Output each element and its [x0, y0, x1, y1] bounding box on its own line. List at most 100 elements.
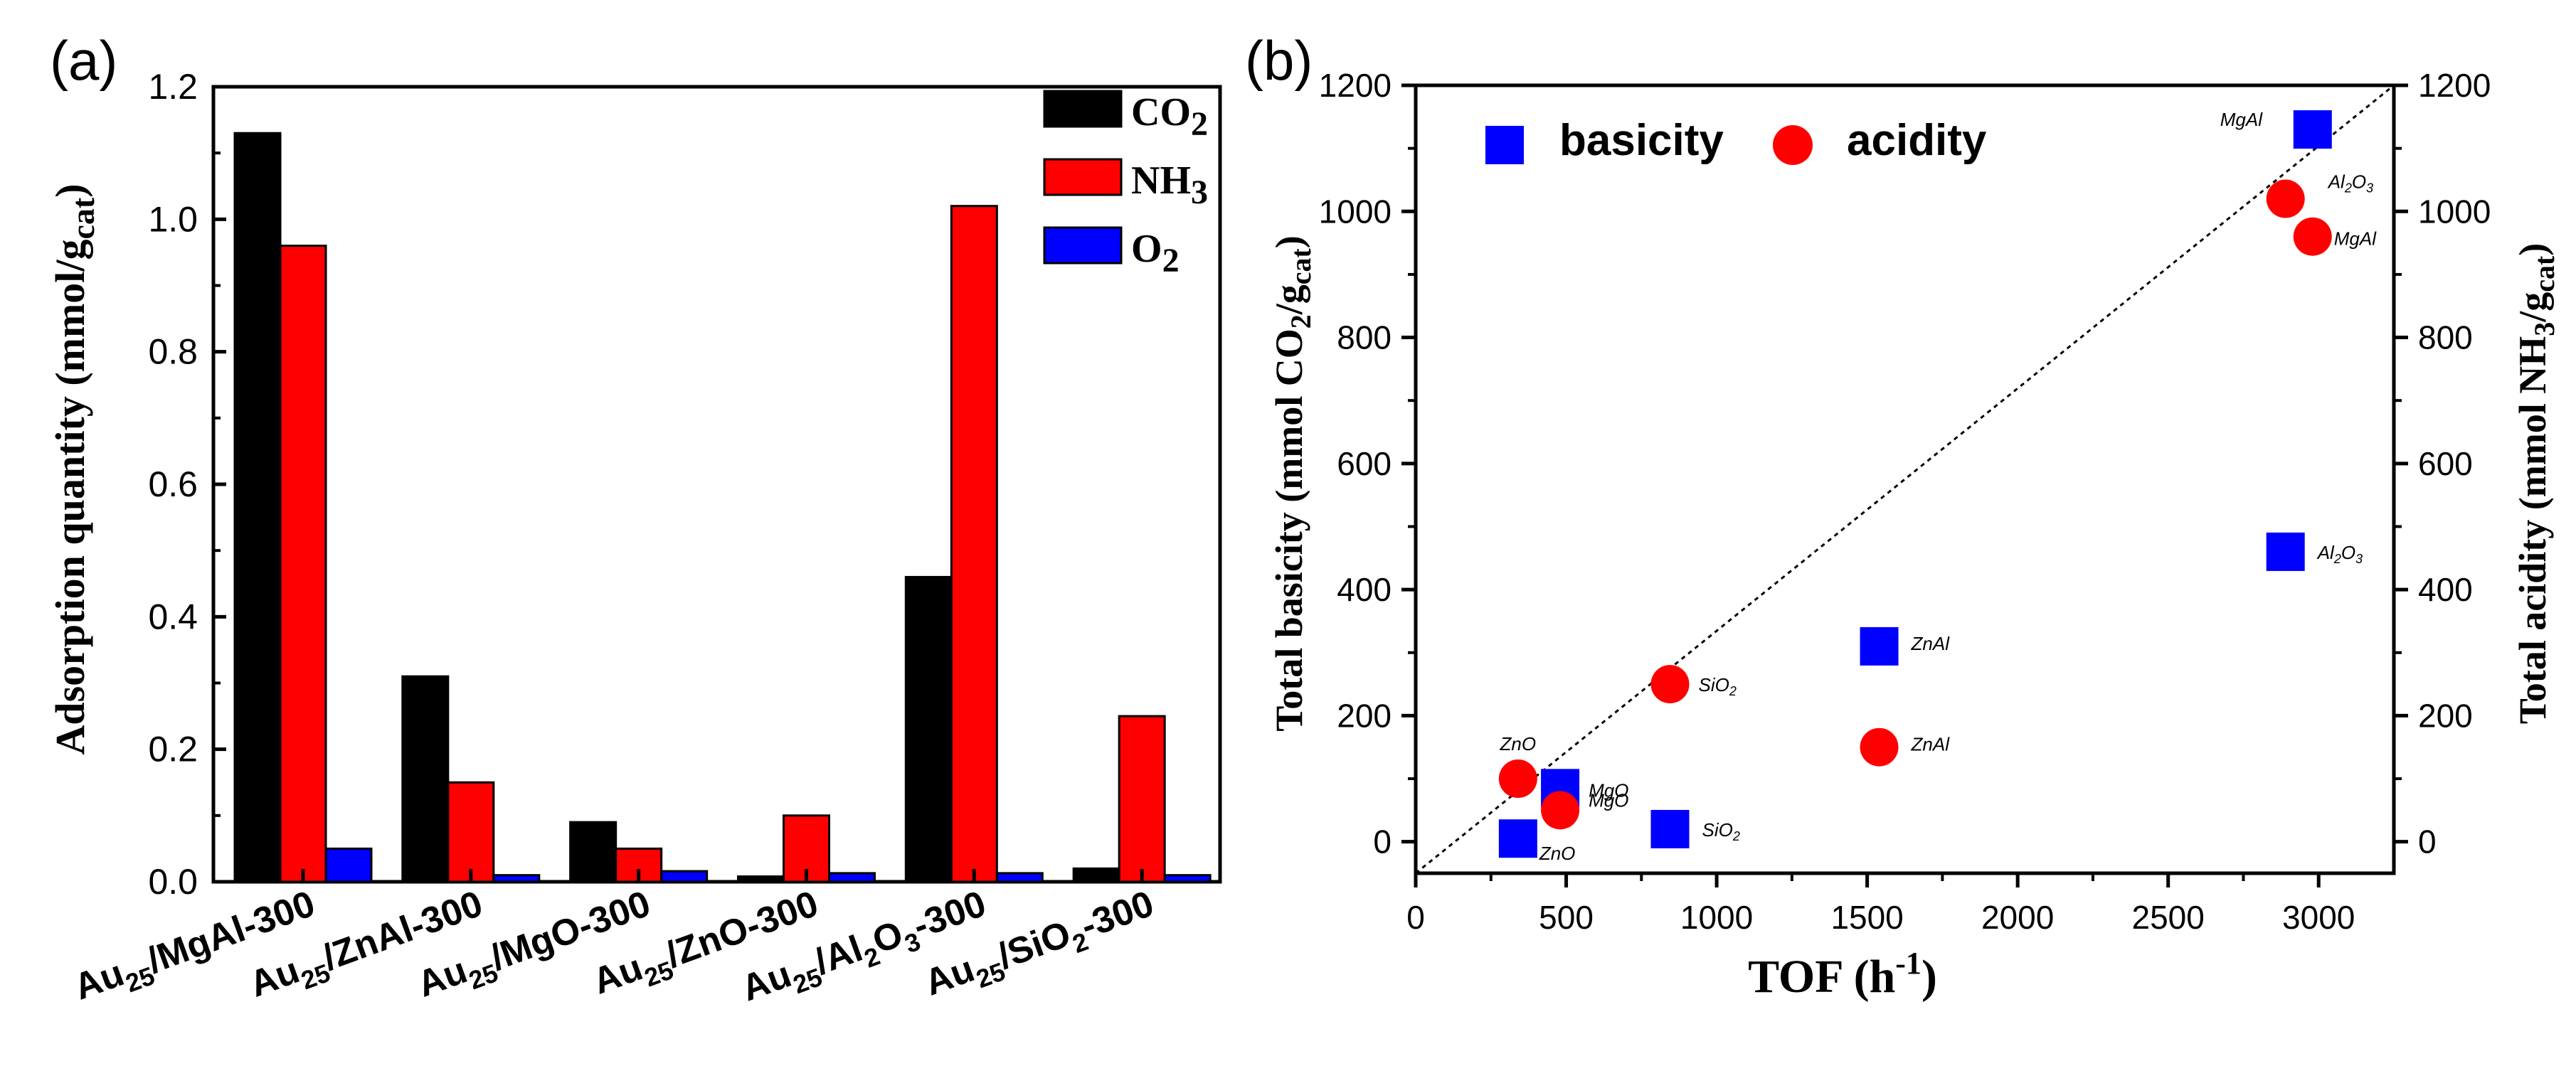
x-tick-label: 2000: [1981, 899, 2054, 936]
point-label-sub: 2: [1729, 684, 1737, 698]
acidity-point-MgAl: [2293, 217, 2332, 256]
bar-O2-1: [324, 847, 373, 883]
basicity-point-MgO-label: MgO: [1589, 779, 1628, 801]
basicity-point-Al2O3-label: Al2O3: [2316, 542, 2363, 566]
bar-CO2-2: [401, 675, 450, 883]
basicity-point-ZnAl-label: ZnAl: [1911, 633, 1951, 654]
bar-O2-3: [660, 870, 709, 883]
y-tick-label: 1.0: [148, 199, 198, 239]
y-left-tick-label: 800: [1337, 319, 1392, 356]
y-right-tick-label: 1000: [2418, 193, 2491, 230]
y-right-tick-label: 400: [2418, 571, 2473, 608]
point-label-part: Al: [2327, 171, 2346, 193]
y-right-tick-label: 1200: [2418, 67, 2491, 104]
panel-a-category-labels: Au25/MgAl-300Au25/ZnAl-300Au25/MgO-300Au…: [69, 883, 1160, 1010]
legend-label-main: CO: [1131, 90, 1191, 134]
category-label-part: -300: [1076, 883, 1160, 947]
panel-b-axes: 0 500 1000 1500 2000 2500 3000 0 0 200 200 400 400 60…: [1319, 67, 2491, 936]
bar-O2-6: [1163, 874, 1212, 883]
point-label-sub: 2: [2333, 552, 2341, 566]
category-label-part: Au: [244, 950, 304, 1006]
y-right-tick-label: 600: [2418, 445, 2473, 482]
acidity-point-MgO-label: MgO: [1589, 789, 1628, 811]
panel-b-scatter-chart: (b) 0 500 1000 1500 2000 2500 3000 0 0 200 200 400 4…: [1245, 29, 2560, 1003]
x-tick-label: 500: [1539, 899, 1594, 936]
category-label-part: Au: [412, 950, 472, 1006]
panel-b-right-axis-title: Total acidity (mmol NH3/gcat): [2511, 243, 2560, 725]
point-label-part: O: [2352, 171, 2366, 193]
y-left-tick-label: 1000: [1319, 193, 1392, 230]
bar-NH3-5: [950, 205, 998, 883]
bar-O2-4: [828, 872, 876, 883]
panel-b-diagonal-line: [1415, 84, 2395, 875]
point-label-part: SiO: [1699, 674, 1729, 695]
category-label-part: /SiO: [992, 913, 1076, 977]
acidity-point-ZnAl: [1860, 727, 1899, 767]
bar-NH3-1: [279, 245, 327, 883]
acidity-point-SiO2-label: SiO2: [1699, 674, 1737, 698]
bar-O2-2: [492, 874, 541, 883]
y-tick-label: 0.0: [148, 862, 198, 902]
y-left-tick-label: 200: [1337, 697, 1392, 734]
panel-a-y-axis-title-sub: cat: [65, 197, 101, 239]
point-label-sub: 2: [2344, 181, 2352, 196]
bar-O2-5: [995, 872, 1044, 883]
x-tick-label: 1500: [1830, 899, 1903, 936]
y-left-tick-label: 600: [1337, 445, 1392, 482]
x-tick-label: 3000: [2282, 899, 2355, 936]
acidity-point-SiO2: [1650, 665, 1690, 704]
panel-b-x-axis-title-close: ): [1922, 951, 1937, 1003]
acidity-point-ZnO-label: ZnO: [1500, 733, 1537, 754]
bar-CO2-4: [737, 875, 785, 883]
panel-b-plot-frame: [1414, 83, 2396, 875]
panel-a-y-axis-title-main: Adsorption quantity (mmol/g: [47, 239, 93, 754]
panel-b-right-axis-title-sub1: 3: [2528, 322, 2560, 336]
category-label-part: /ZnO-300: [661, 883, 824, 976]
legend-swatch-O2: [1043, 226, 1123, 265]
legend-swatch-CO2: [1043, 90, 1123, 128]
bar-CO2-3: [569, 821, 618, 883]
acidity-point-Al2O3: [2266, 179, 2305, 218]
panel-b-right-axis-title-main: Total acidity (mmol NH: [2511, 336, 2554, 724]
legend-label-sub: 3: [1191, 174, 1208, 211]
acidity-point-ZnO: [1498, 759, 1537, 799]
x-tick-label: 2500: [2132, 899, 2205, 936]
y-right-tick-label: 800: [2418, 319, 2473, 356]
x-tick-label: 1000: [1680, 899, 1753, 936]
y-tick-label: 1.2: [148, 67, 198, 107]
point-label-part: O: [2341, 542, 2355, 563]
legend-swatch-NH3: [1043, 158, 1123, 196]
acidity-point-Al2O3-label: Al2O3: [2327, 171, 2373, 196]
y-tick-label: 0.8: [148, 332, 198, 372]
point-label-part: SiO: [1702, 819, 1733, 841]
point-label-part: Al: [2316, 542, 2335, 563]
y-left-tick-label: 1200: [1319, 67, 1392, 104]
panel-b-left-axis-title-main: Total basicity (mmol CO: [1268, 329, 1310, 732]
y-right-tick-label: 0: [2418, 823, 2437, 860]
panel-b-x-axis-title-main: TOF (h: [1748, 951, 1895, 1003]
category-label-part: Au: [588, 947, 648, 1003]
panel-a-label: (a): [50, 29, 117, 92]
legend-acidity-marker: [1773, 125, 1813, 165]
acidity-point-ZnAl-label: ZnAl: [1911, 734, 1951, 755]
bar-CO2-5: [904, 575, 953, 883]
legend-basicity-marker: [1485, 126, 1524, 164]
legend-label-O2: O2: [1131, 227, 1180, 279]
legend-acidity-label: acidity: [1847, 116, 1987, 165]
bar-NH3-6: [1118, 715, 1166, 883]
panel-a-bars: [233, 132, 1212, 883]
bar-NH3-2: [447, 781, 495, 883]
panel-b-left-axis-title-close: ): [1268, 235, 1310, 248]
panel-b-left-axis-title: Total basicity (mmol CO2/gcat): [1268, 235, 1317, 732]
panel-a-y-axis-title: Adsorption quantity (mmol/gcat): [47, 183, 101, 754]
panel-a-plot-frame: [211, 85, 1222, 884]
bar-CO2-1: [233, 132, 282, 883]
panel-b-right-axis-title-sub2: cat: [2528, 255, 2560, 292]
legend-label-main: NH: [1131, 159, 1191, 203]
basicity-point-ZnAl: [1860, 626, 1899, 666]
y-left-tick-label: 400: [1337, 571, 1392, 608]
category-label-part: Au: [736, 954, 797, 1009]
basicity-point-ZnO: [1498, 819, 1537, 858]
y-tick-label: 0.2: [148, 730, 198, 769]
